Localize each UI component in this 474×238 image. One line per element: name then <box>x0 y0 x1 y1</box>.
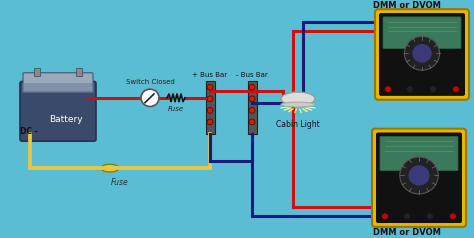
FancyBboxPatch shape <box>375 9 469 100</box>
FancyBboxPatch shape <box>23 73 93 92</box>
Text: DMM or DVOM: DMM or DVOM <box>373 1 441 10</box>
Circle shape <box>249 96 255 102</box>
Circle shape <box>207 84 213 90</box>
Bar <box>76 68 82 76</box>
Circle shape <box>429 86 437 93</box>
Circle shape <box>409 165 429 186</box>
Circle shape <box>384 86 392 93</box>
Ellipse shape <box>281 92 315 105</box>
Text: - Bus Bar: - Bus Bar <box>236 72 268 78</box>
Circle shape <box>453 86 459 93</box>
FancyBboxPatch shape <box>380 136 458 171</box>
Circle shape <box>412 44 432 63</box>
Text: Cabin Light: Cabin Light <box>276 120 320 129</box>
Text: Switch Closed: Switch Closed <box>126 79 174 85</box>
Text: Battery: Battery <box>49 115 83 124</box>
FancyBboxPatch shape <box>20 81 96 141</box>
Ellipse shape <box>101 164 119 172</box>
Circle shape <box>207 107 213 113</box>
Text: DMM or DVOM: DMM or DVOM <box>373 228 441 237</box>
Bar <box>206 81 215 134</box>
Circle shape <box>382 213 389 220</box>
Text: Fuse: Fuse <box>111 178 129 187</box>
Text: + Bus Bar: + Bus Bar <box>192 72 228 78</box>
FancyBboxPatch shape <box>372 129 466 227</box>
Circle shape <box>404 36 439 70</box>
Circle shape <box>249 107 255 113</box>
FancyBboxPatch shape <box>376 133 462 223</box>
Circle shape <box>207 96 213 102</box>
Circle shape <box>449 213 456 220</box>
Text: Fuse: Fuse <box>168 105 184 112</box>
Circle shape <box>249 84 255 90</box>
Circle shape <box>427 213 434 220</box>
Ellipse shape <box>281 102 315 107</box>
Circle shape <box>249 119 255 125</box>
Bar <box>248 81 257 134</box>
Circle shape <box>141 89 159 106</box>
Text: DC -: DC - <box>20 127 38 136</box>
Bar <box>34 68 40 76</box>
FancyBboxPatch shape <box>22 83 94 93</box>
Circle shape <box>207 119 213 125</box>
Circle shape <box>403 213 410 220</box>
FancyBboxPatch shape <box>379 13 465 96</box>
FancyBboxPatch shape <box>383 17 461 49</box>
Circle shape <box>400 157 438 194</box>
Circle shape <box>407 86 413 93</box>
